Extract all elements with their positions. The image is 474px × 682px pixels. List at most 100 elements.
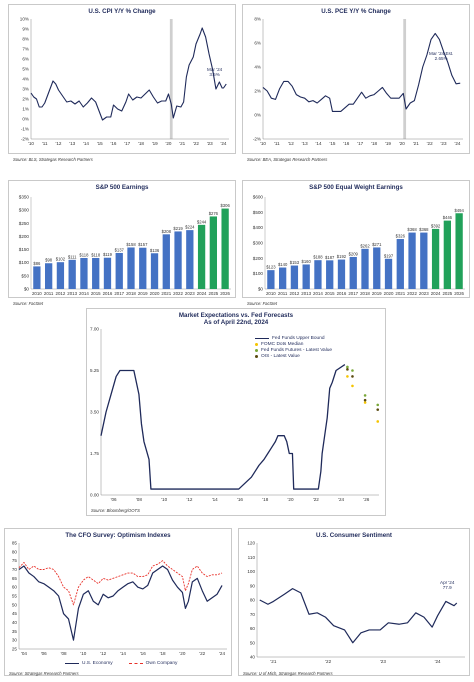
fomc-dot bbox=[351, 384, 354, 388]
y-tick-label: 10% bbox=[20, 17, 29, 22]
x-tick-label: 2019 bbox=[372, 291, 382, 296]
x-tick-label: '26 bbox=[363, 497, 369, 502]
y-tick-label: 80 bbox=[250, 598, 256, 603]
y-tick-label: 0.00 bbox=[90, 493, 99, 498]
x-tick-label: 2021 bbox=[395, 291, 405, 296]
sp500-source: Source: FactSet bbox=[13, 301, 44, 306]
fed-chart-title: Market Expectations vs. Fed Forecasts As… bbox=[178, 312, 294, 327]
x-tick-label: '24 bbox=[435, 659, 441, 664]
bar bbox=[162, 234, 170, 289]
x-tick-label: '13 bbox=[302, 141, 308, 146]
bar-value-label: $102 bbox=[56, 257, 66, 262]
y-tick-label: 65 bbox=[12, 576, 18, 581]
sentiment-source: Source: U of Mich, Strategas Research Pa… bbox=[243, 671, 333, 676]
bar bbox=[68, 259, 76, 289]
x-tick-label: '11 bbox=[42, 141, 48, 146]
futures-dot bbox=[346, 365, 349, 369]
x-tick-label: 2011 bbox=[278, 291, 288, 296]
cfo-legend-label: U.S. Economy bbox=[82, 660, 113, 666]
x-tick-label: '24 bbox=[219, 651, 225, 656]
pce-annotation: Mar '24 Est. 2.65% bbox=[429, 51, 454, 62]
y-tick-label: 45 bbox=[12, 611, 18, 616]
x-tick-label: '18 bbox=[262, 497, 268, 502]
y-tick-label: 30 bbox=[12, 638, 18, 643]
y-tick-label: 25 bbox=[12, 647, 18, 652]
bar bbox=[431, 228, 440, 289]
fed-legend-swatch-fomc bbox=[255, 342, 258, 346]
cpi-chart-svg: -2% -1% 0% 1% 2% 3% 4% 5% 6% 7% 8% 9% 10% '10 '11 '12 '1… bbox=[20, 17, 229, 146]
cfo-legend-item-company: Own Company bbox=[128, 660, 177, 666]
y-tick-label: $500 bbox=[253, 210, 264, 215]
x-tick-label: '24 bbox=[338, 497, 344, 502]
bar bbox=[420, 232, 428, 289]
y-tick-label: 70 bbox=[250, 612, 256, 617]
cfo-survey-panel: The CFO Survey: Optimism Indexes 25 30 35 4… bbox=[4, 528, 232, 676]
x-tick-label: 2011 bbox=[44, 291, 54, 296]
fomc-dot bbox=[346, 375, 349, 378]
bar-value-label: $368 bbox=[407, 227, 417, 232]
x-tick-label: '20 bbox=[288, 497, 294, 502]
x-tick-label: '21 bbox=[270, 659, 276, 664]
cpi-line bbox=[30, 27, 227, 121]
y-tick-label: -1% bbox=[21, 127, 29, 132]
y-tick-label: 7% bbox=[22, 47, 29, 52]
y-tick-label: 2% bbox=[22, 97, 29, 102]
bar bbox=[103, 257, 112, 289]
consumer-sentiment-panel: U.S. Consumer Sentiment 40 50 60 70 80 90 100 1… bbox=[238, 528, 470, 676]
y-tick-label: 2% bbox=[254, 89, 261, 94]
sentiment-line bbox=[259, 588, 458, 644]
recession-band bbox=[169, 19, 173, 139]
y-tick-label: -2% bbox=[21, 137, 29, 142]
y-tick-label: 7.00 bbox=[90, 327, 99, 332]
x-tick-label: '22 bbox=[313, 497, 319, 502]
x-tick-label: '17 bbox=[357, 141, 363, 146]
bar-value-label: $224 bbox=[185, 225, 195, 230]
x-tick-label: '21 bbox=[179, 141, 185, 146]
y-tick-label: 6% bbox=[254, 41, 261, 46]
bar-value-label: $123 bbox=[266, 265, 276, 270]
pce-source: Source: BEA, Strategas Research Partners bbox=[247, 157, 328, 162]
bar-value-label: $188 bbox=[313, 255, 323, 260]
bar-value-label: $118 bbox=[79, 252, 89, 257]
bar bbox=[373, 247, 381, 289]
bar-value-label: $158 bbox=[126, 242, 136, 247]
y-tick-label: 40 bbox=[250, 655, 256, 660]
sentiment-chart-svg: 40 50 60 70 80 90 100 110 120 '21 '22 '23 '24 bbox=[247, 541, 465, 664]
bar bbox=[384, 258, 393, 289]
ois-dot bbox=[363, 398, 367, 402]
x-tick-label: '10 bbox=[80, 651, 86, 656]
bar bbox=[396, 239, 404, 289]
cpi-source: Source: BLS, Strategas Research Partners bbox=[13, 157, 93, 162]
bar bbox=[127, 247, 135, 289]
cfo-legend-swatch-company bbox=[128, 662, 143, 664]
y-tick-label: 50 bbox=[250, 640, 256, 645]
fed-legend: Fed Funds Upper Bound FOMC Dots Median F… bbox=[255, 335, 332, 359]
x-tick-label: 2014 bbox=[79, 291, 89, 296]
sp500-earnings-panel: S&P 500 Earnings $0 $50 $100 $150 $200 $250 $3… bbox=[8, 180, 236, 306]
bar bbox=[92, 257, 100, 289]
y-tick-label: 5% bbox=[22, 67, 29, 72]
bar-value-label: $446 bbox=[443, 215, 453, 220]
bar-value-label: $208 bbox=[162, 229, 172, 234]
bar bbox=[139, 247, 147, 289]
pce-chart-svg: -2% 0% 2% 4% 6% 8% '10 '11 '12 '13 '14 '15 '16 '17 '18… bbox=[253, 17, 463, 146]
fomc-dot bbox=[376, 420, 380, 423]
y-tick-label: 8% bbox=[254, 17, 261, 22]
eqw-earnings-panel: S&P 500 Equal Weight Earnings $0 $100 $200… bbox=[242, 180, 470, 306]
ois-dot bbox=[351, 375, 354, 378]
bar-value-label: $494 bbox=[454, 208, 464, 213]
bar-value-label: $276 bbox=[209, 211, 219, 216]
bar-value-label: $136 bbox=[150, 248, 160, 253]
fed-legend-item-futures: Fed Funds Futures - Latest Value bbox=[255, 347, 332, 353]
x-tick-label: '15 bbox=[97, 141, 103, 146]
x-tick-label: '16 bbox=[237, 497, 243, 502]
bar-value-label: $157 bbox=[138, 242, 148, 247]
x-tick-label: '19 bbox=[385, 141, 391, 146]
x-tick-label: '10 bbox=[28, 141, 34, 146]
bar bbox=[267, 270, 275, 289]
cfo-source: Source: Strategas Research Partners bbox=[9, 671, 79, 676]
x-tick-label: '18 bbox=[160, 651, 166, 656]
fed-legend-swatch-ois bbox=[255, 354, 258, 358]
bar-value-label: $219 bbox=[173, 226, 183, 231]
x-tick-label: '24 bbox=[221, 141, 227, 146]
